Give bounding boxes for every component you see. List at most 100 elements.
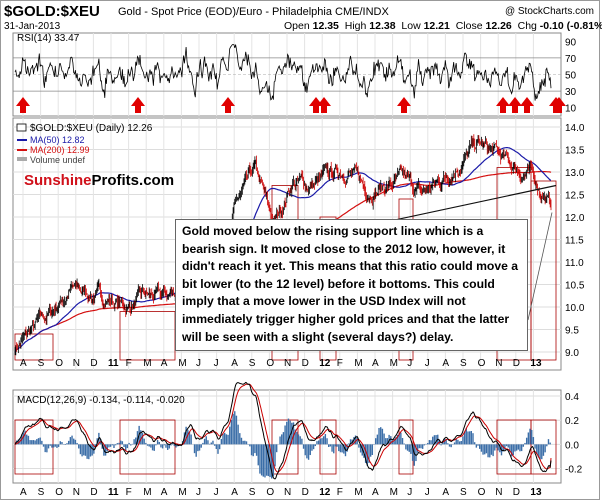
sunshine-profits-logo: SunshineProfits.com bbox=[24, 172, 174, 189]
legend-ma200: MA(200) 12.99 bbox=[30, 145, 90, 155]
price-x-tick: S bbox=[38, 358, 45, 369]
price-y-tick: 12.5 bbox=[565, 191, 585, 202]
price-x-tick: N bbox=[284, 358, 291, 369]
macd-x-tick: 12 bbox=[319, 487, 331, 498]
open-label: Open bbox=[284, 20, 310, 32]
price-x-tick: J bbox=[425, 358, 430, 369]
rsi-y-tick: 90 bbox=[565, 37, 577, 48]
rsi-y-tick: 30 bbox=[565, 87, 577, 98]
price-x-tick: 13 bbox=[530, 358, 542, 369]
rsi-y-tick: 50 bbox=[565, 71, 577, 82]
macd-x-tick: D bbox=[302, 487, 309, 498]
price-x-tick: O bbox=[55, 358, 63, 369]
price-x-tick: N bbox=[495, 358, 502, 369]
price-x-tick: M bbox=[143, 358, 151, 369]
chg-value: -0.10 (-0.81%) bbox=[539, 20, 602, 32]
price-x-tick: M bbox=[354, 358, 362, 369]
rsi-series-line bbox=[14, 44, 552, 101]
low-label: Low bbox=[401, 20, 421, 32]
macd-x-tick: N bbox=[73, 487, 80, 498]
highlight-box bbox=[530, 180, 557, 361]
ma50-line bbox=[14, 147, 551, 353]
rsi-y-tick: 70 bbox=[565, 54, 577, 65]
macd-x-tick: 11 bbox=[108, 487, 119, 498]
rsi-arrow-icon bbox=[131, 97, 145, 113]
price-x-tick: J bbox=[214, 358, 219, 369]
macd-x-tick: A bbox=[161, 487, 168, 498]
macd-x-tick: J bbox=[214, 487, 219, 498]
macd-x-tick: O bbox=[55, 487, 63, 498]
rsi-arrow-icon bbox=[309, 97, 323, 113]
rsi-arrow-icon bbox=[496, 97, 510, 113]
logo-part2: Profits.com bbox=[91, 172, 175, 189]
rsi-label: RSI(14) 33.47 bbox=[17, 33, 80, 44]
close-value: 12.26 bbox=[485, 20, 512, 32]
highlight-box bbox=[14, 333, 54, 361]
rsi-arrow-icon bbox=[16, 97, 30, 113]
price-x-tick: 12 bbox=[319, 358, 331, 369]
credit-text: @ StockCharts.com bbox=[504, 6, 594, 17]
legend-ma50: MA(50) 12.82 bbox=[30, 135, 85, 145]
price-x-tick: J bbox=[196, 358, 201, 369]
rsi-arrow-icon bbox=[520, 97, 534, 113]
high-label: High bbox=[344, 20, 367, 32]
macd-x-tick: S bbox=[38, 487, 45, 498]
macd-x-tick: A bbox=[231, 487, 238, 498]
annotation-box: Gold moved below the rising support line… bbox=[175, 219, 528, 352]
annotation-pointer bbox=[527, 212, 553, 321]
macd-x-tick: A bbox=[442, 487, 449, 498]
price-y-tick: 10.5 bbox=[565, 281, 585, 292]
legend-price-swatch bbox=[16, 123, 27, 132]
price-x-tick: M bbox=[390, 358, 398, 369]
price-y-tick: 13.5 bbox=[565, 146, 585, 157]
open-value: 12.35 bbox=[312, 20, 339, 32]
macd-x-tick: A bbox=[20, 487, 27, 498]
price-x-tick: N bbox=[73, 358, 80, 369]
macd-highlight-box bbox=[319, 419, 337, 475]
rsi-arrow-icon bbox=[508, 97, 522, 113]
price-x-tick: A bbox=[20, 358, 27, 369]
legend-volume-swatch bbox=[17, 157, 27, 161]
macd-x-tick: O bbox=[266, 487, 274, 498]
candles bbox=[14, 134, 552, 356]
macd-x-tick: S bbox=[249, 487, 256, 498]
price-y-tick: 12.0 bbox=[565, 213, 585, 224]
macd-x-tick: M bbox=[390, 487, 398, 498]
chart-subtitle: Gold - Spot Price (EOD)/Euro - Philadelp… bbox=[118, 6, 389, 18]
macd-x-tick: D bbox=[90, 487, 97, 498]
price-x-tick: 11 bbox=[108, 358, 119, 369]
price-x-tick: F bbox=[126, 358, 132, 369]
macd-x-tick: O bbox=[478, 487, 486, 498]
high-value: 12.38 bbox=[369, 20, 396, 32]
macd-histogram bbox=[15, 411, 551, 479]
legend-price: $GOLD:$XEU (Daily) 12.26 bbox=[30, 123, 153, 134]
macd-highlight-box bbox=[530, 419, 557, 475]
price-x-tick: F bbox=[337, 358, 343, 369]
rsi-arrow-icon bbox=[397, 97, 411, 113]
price-x-tick: D bbox=[302, 358, 309, 369]
macd-x-tick: M bbox=[178, 487, 186, 498]
price-x-tick: S bbox=[249, 358, 256, 369]
macd-line bbox=[14, 381, 552, 480]
price-x-tick: A bbox=[231, 358, 238, 369]
ohlc-readout: Open 12.35 High 12.38 Low 12.21 Close 12… bbox=[284, 20, 602, 32]
legend-volume: Volume undef bbox=[30, 155, 86, 165]
logo-part1: Sunshine bbox=[24, 172, 92, 189]
macd-x-tick: F bbox=[126, 487, 132, 498]
macd-y-tick: -0.2 bbox=[565, 465, 583, 476]
macd-x-tick: J bbox=[196, 487, 201, 498]
macd-label: MACD(12,26,9) -0.134, -0.114, -0.020 bbox=[17, 395, 185, 406]
price-y-tick: 10.0 bbox=[565, 303, 585, 314]
rsi-y-ticks: 10 30 50 70 90 bbox=[565, 37, 577, 114]
macd-x-tick: M bbox=[143, 487, 151, 498]
price-x-tick: D bbox=[90, 358, 97, 369]
rsi-arrow-icon bbox=[552, 97, 566, 113]
rsi-arrow-icon bbox=[317, 97, 331, 113]
macd-signal-line bbox=[14, 383, 552, 473]
macd-x-tick: 13 bbox=[530, 487, 542, 498]
price-x-ticks: A S O N D 11 F M A M J J A S O N D 12 F M A M J J A S O N D 13 bbox=[20, 358, 542, 369]
price-y-tick: 11.5 bbox=[565, 236, 584, 247]
chg-label: Chg bbox=[517, 20, 537, 32]
price-x-tick: M bbox=[178, 358, 186, 369]
